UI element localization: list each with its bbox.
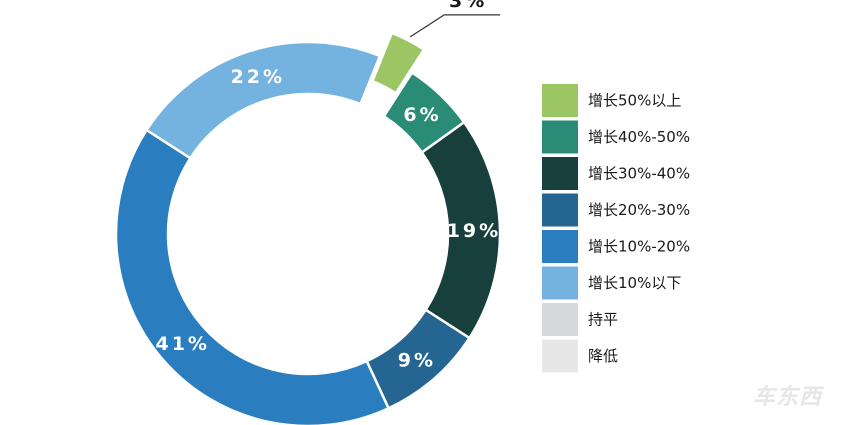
legend-swatch-0: [542, 84, 578, 117]
watermark-logo: 车东西: [752, 385, 822, 410]
legend-swatch-7: [542, 339, 578, 373]
legend-label-3: 增长20%-30%: [588, 201, 690, 219]
legend-label-1: 增长40%-50%: [588, 128, 690, 146]
legend-label-4: 增长10%-20%: [588, 238, 690, 256]
legend-swatch-4: [542, 230, 578, 263]
slice-label-5: 22%: [231, 66, 285, 88]
legend-swatch-1: [542, 120, 578, 154]
legend-swatch-3: [542, 193, 578, 227]
slice-4: [114, 128, 391, 425]
legend-swatch-5: [542, 266, 578, 300]
donut-slices: [114, 31, 502, 425]
legend-label-5: 增长10%以下: [588, 274, 681, 292]
legend-label-2: 增长30%-40%: [588, 165, 690, 183]
legend-swatch-2: [542, 157, 578, 190]
slice-label-2: 19%: [447, 220, 501, 242]
legend-label-7: 降低: [588, 347, 618, 365]
slice-label-3: 9%: [398, 349, 436, 371]
slice-label-1: 6%: [403, 104, 441, 126]
slice-label-4: 41%: [155, 333, 209, 355]
legend-label-0: 增长50%以上: [588, 92, 681, 110]
slice-0: [370, 31, 426, 95]
legend-swatch-6: [542, 303, 578, 336]
slice-label-0: 3%: [449, 0, 487, 12]
legend-label-6: 持平: [588, 311, 618, 329]
slice-5: [144, 40, 382, 160]
callout-line: [409, 14, 501, 38]
